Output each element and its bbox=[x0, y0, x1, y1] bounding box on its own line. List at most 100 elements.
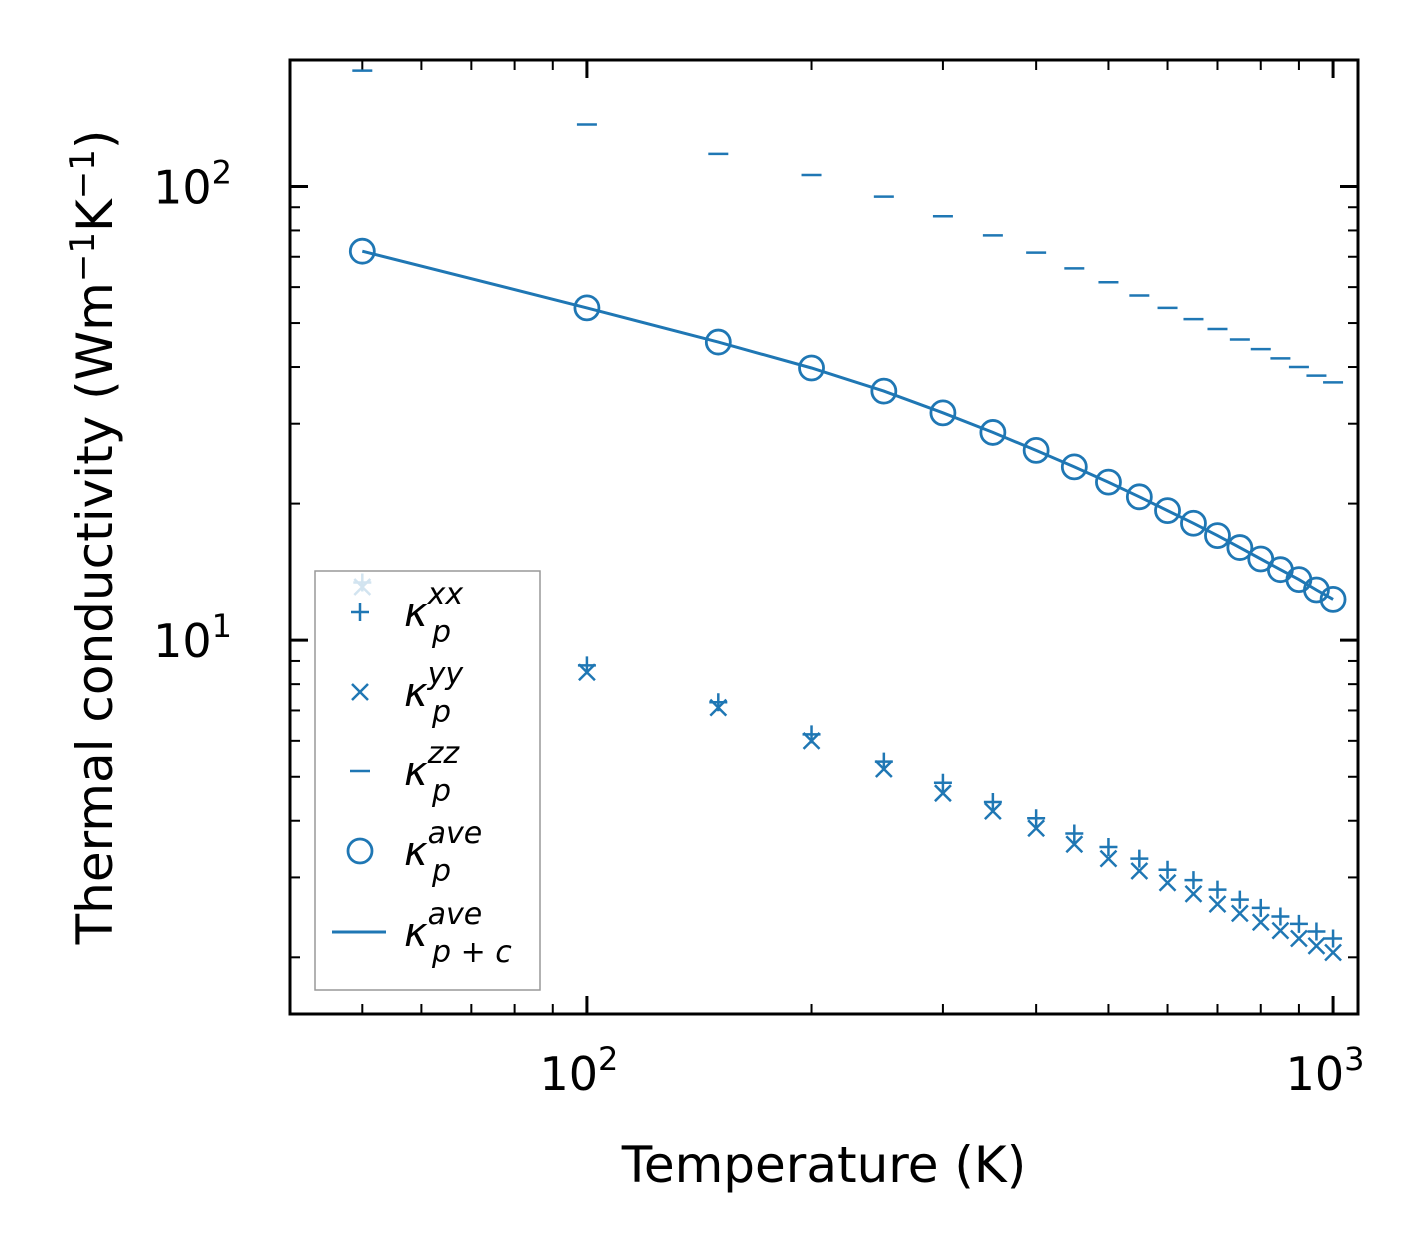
x-tick-base: 10 bbox=[1286, 1047, 1345, 1101]
data-point-x bbox=[802, 731, 821, 750]
data-point-plus bbox=[1271, 907, 1290, 926]
series-circle bbox=[348, 237, 1347, 613]
data-point-x bbox=[1130, 862, 1149, 880]
data-point-circle bbox=[1095, 468, 1122, 496]
legend-label-sup: xx bbox=[427, 577, 464, 612]
legend-label-sub: p bbox=[431, 774, 451, 809]
y-tick-label: 101 bbox=[153, 607, 232, 668]
data-point-plus bbox=[1130, 849, 1149, 868]
x-tick-base: 10 bbox=[539, 1047, 598, 1101]
data-point-x bbox=[1208, 895, 1227, 913]
data-point-circle bbox=[1303, 576, 1330, 604]
data-point-circle bbox=[870, 377, 898, 405]
legend-label-base: κ bbox=[404, 910, 428, 956]
data-point-plus bbox=[1289, 914, 1308, 933]
data-point-x bbox=[1324, 943, 1342, 962]
legend-label-sub: p + c bbox=[431, 935, 512, 970]
legend-marker-x bbox=[351, 683, 369, 701]
data-point-circle bbox=[929, 399, 957, 427]
data-point-x bbox=[1230, 904, 1249, 923]
x-axis-label: Temperature (K) bbox=[621, 1136, 1026, 1194]
data-point-circle bbox=[1154, 497, 1181, 525]
data-point-circle bbox=[979, 419, 1007, 446]
data-point-x bbox=[1290, 929, 1308, 948]
data-point-x bbox=[1184, 884, 1203, 903]
data-point-plus bbox=[1065, 824, 1084, 843]
data-point-x bbox=[1307, 936, 1326, 955]
data-point-plus bbox=[1324, 929, 1343, 948]
y-unit-close: ) bbox=[66, 130, 124, 150]
data-point-circle bbox=[1204, 522, 1231, 550]
legend-label: κyy p bbox=[404, 657, 464, 730]
legend-label-sub: p bbox=[431, 615, 451, 650]
y-tick-base: 10 bbox=[153, 160, 212, 214]
plot-frame bbox=[288, 58, 1360, 1016]
legend-marker-plus bbox=[351, 603, 369, 621]
legend-label-sup: ave bbox=[428, 816, 483, 851]
data-point-circle bbox=[1060, 453, 1088, 481]
data-point-plus bbox=[1251, 898, 1270, 917]
x-tick-exponent: 3 bbox=[1344, 1040, 1364, 1078]
legend-label-base: κ bbox=[404, 670, 428, 716]
data-point-circle bbox=[1022, 436, 1050, 464]
data-point-circle bbox=[1180, 509, 1207, 537]
data-point-x bbox=[709, 698, 728, 717]
y-axis-label: Thermal conductivity (Wm−1K−1) bbox=[63, 130, 124, 946]
data-point-circle bbox=[348, 237, 376, 265]
data-point-plus bbox=[1184, 871, 1203, 890]
legend-marker-circle bbox=[346, 837, 374, 865]
data-point-circle bbox=[1319, 585, 1347, 613]
data-point-circle bbox=[798, 354, 825, 382]
data-point-plus bbox=[1230, 890, 1249, 909]
legend-label: κave p bbox=[404, 816, 482, 889]
legend-label-sub: p bbox=[431, 695, 451, 730]
y-tick-exponent: 2 bbox=[212, 153, 232, 191]
y-tick-label: 102 bbox=[153, 153, 232, 214]
x-tick-label: 103 bbox=[1286, 1040, 1365, 1101]
y-unit-k: K bbox=[66, 198, 124, 232]
legend-label-sup: zz bbox=[427, 736, 461, 771]
data-point-x bbox=[874, 760, 893, 778]
data-point-x bbox=[1251, 913, 1270, 932]
series-hline bbox=[352, 69, 1344, 384]
y-unit-exp-1: −1 bbox=[63, 232, 103, 282]
legend-label: κave p + c bbox=[404, 897, 512, 970]
data-point-x bbox=[578, 663, 596, 682]
legend-label-base: κ bbox=[404, 829, 428, 875]
data-point-x bbox=[1099, 849, 1118, 868]
legend-label: κxx p bbox=[404, 577, 463, 650]
data-point-x bbox=[1271, 921, 1290, 940]
data-point-circle bbox=[1226, 534, 1254, 561]
series-x bbox=[353, 578, 1342, 962]
data-point-plus bbox=[933, 773, 952, 792]
legend-label-sup: ave bbox=[428, 897, 483, 932]
data-point-circle bbox=[573, 294, 601, 322]
x-tick-exponent: 2 bbox=[598, 1040, 618, 1078]
legend-label-sub: p bbox=[431, 854, 451, 889]
data-marks bbox=[348, 69, 1347, 962]
data-point-x bbox=[1065, 835, 1084, 854]
legend-label-sup: yy bbox=[427, 657, 465, 692]
x-tick-label: 102 bbox=[539, 1040, 618, 1101]
legend-box bbox=[314, 570, 541, 991]
data-point-x bbox=[934, 784, 952, 803]
data-point-plus bbox=[983, 792, 1002, 811]
data-point-x bbox=[1158, 873, 1177, 892]
series-line-kappa-p-plus-c-ave bbox=[361, 249, 1334, 601]
y-tick-exponent: 1 bbox=[212, 607, 232, 645]
y-tick-base: 10 bbox=[153, 614, 212, 668]
data-point-circle bbox=[1125, 483, 1153, 511]
y-unit-exp-2: −1 bbox=[63, 149, 103, 199]
data-point-circle bbox=[704, 328, 732, 356]
legend-label-base: κ bbox=[404, 749, 428, 795]
data-point-plus bbox=[1027, 809, 1046, 828]
data-point-plus bbox=[1158, 860, 1177, 879]
data-point-x bbox=[1027, 819, 1046, 838]
legend-label-base: κ bbox=[404, 590, 428, 636]
data-point-plus bbox=[1099, 838, 1118, 857]
data-point-plus bbox=[1307, 922, 1326, 941]
legend-label: κzz p bbox=[404, 736, 460, 809]
